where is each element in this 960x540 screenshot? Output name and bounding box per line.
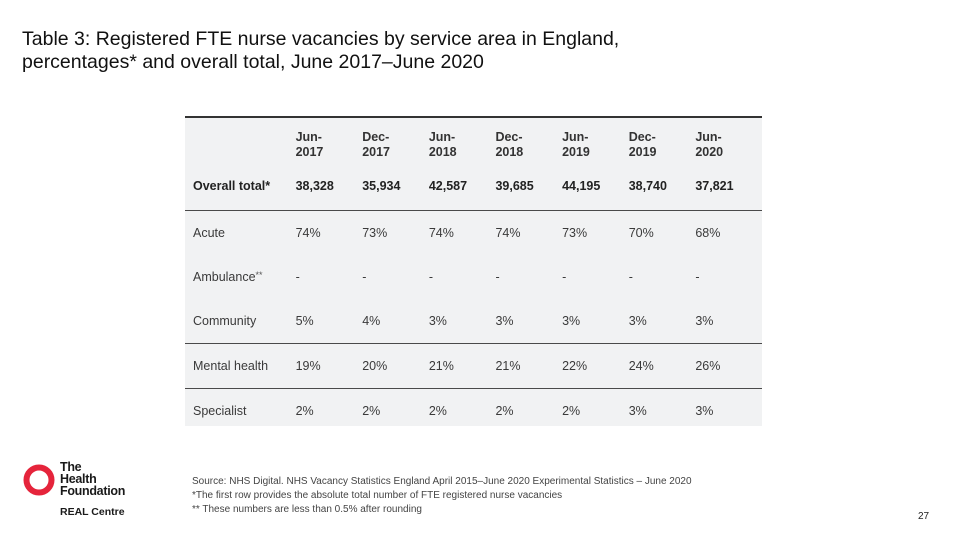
row-label: Acute [185, 210, 296, 255]
table-cell: 42,587 [428, 179, 468, 193]
table-cell: 74% [495, 210, 563, 255]
table-cell: 38,328 [295, 179, 334, 193]
table-cell: 35,934 [362, 179, 401, 193]
page-number: 27 [918, 511, 930, 522]
logo-wordmark: The Health Foundation [60, 460, 126, 498]
header-dec-2017: Dec- 2017 [362, 130, 390, 159]
table-cell: 3% [428, 314, 447, 328]
title-line-2: percentages* and overall total, June 201… [22, 51, 484, 73]
table-row-community: Community 5% 4% 3% 3% 3% 3% 3% [185, 299, 762, 344]
row-label: Community [193, 314, 257, 328]
table-cell: - [562, 270, 567, 284]
table-cell: - [495, 270, 500, 284]
table-row-overall-total: Overall total* 38,328 35,934 42,587 39,6… [185, 175, 762, 211]
table-cell: 21% [495, 343, 563, 389]
footnote-marker: ** [255, 270, 263, 280]
header-jun-2019: Jun- 2019 [562, 130, 590, 159]
table-cell: 73% [562, 210, 629, 255]
table-cell: 3% [495, 314, 514, 328]
table-cell: 2% [428, 388, 496, 433]
table-cell: 2% [362, 388, 429, 433]
table-cell: 20% [362, 343, 429, 389]
row-label: Mental health [185, 343, 296, 389]
table-row-mental-health: Mental health 19% 20% 21% 21% 22% 24% 26… [185, 343, 762, 389]
source-line: Source: NHS Digital. NHS Vacancy Statist… [192, 476, 692, 487]
table-cell: 24% [628, 343, 696, 389]
header-dec-2019: Dec- 2019 [628, 130, 657, 159]
table-row-specialist: Specialist 2% 2% 2% 2% 2% 3% 3% [185, 388, 762, 433]
table-cell: 37,821 [695, 179, 734, 193]
row-label: Specialist [185, 388, 296, 433]
table-cell: 3% [628, 314, 647, 328]
table-cell: 39,685 [495, 179, 534, 193]
table-cell: 70% [628, 210, 696, 255]
table-cell: 74% [295, 210, 363, 255]
page-title: Table 3: Registered FTE nurse vacancies … [22, 28, 922, 74]
vacancy-table: Jun- 2017 Dec- 2017 Jun- 2018 Dec- 2018 Jun-… [185, 116, 762, 433]
header-row: Jun- 2017 Dec- 2017 Jun- 2018 Dec- 2018 Jun-… [185, 118, 762, 175]
header-corner [185, 118, 296, 175]
logo-ring-icon [23, 464, 55, 496]
row-label: Overall total* [193, 179, 271, 193]
footnote-2: ** These numbers are less than 0.5% afte… [192, 504, 422, 515]
table-cell: 3% [562, 314, 581, 328]
table-cell: - [628, 270, 633, 284]
table-cell: 4% [362, 314, 381, 328]
table-cell: - [695, 270, 700, 284]
footnote-1: *The first row provides the absolute tot… [192, 490, 563, 501]
table-cell: 38,740 [628, 179, 667, 193]
table-cell: 73% [362, 210, 429, 255]
table-cell: 3% [695, 314, 714, 328]
table-cell: 74% [428, 210, 496, 255]
logo-subtitle: REAL Centre [60, 506, 125, 518]
table-cell: 26% [695, 343, 762, 389]
row-label: Ambulance** [193, 270, 263, 284]
table-cell: 19% [295, 343, 363, 389]
table-cell: 5% [295, 314, 314, 328]
source-notes: Source: NHS Digital. NHS Vacancy Statist… [192, 475, 892, 517]
table-cell: 3% [695, 388, 762, 433]
table-cell: - [428, 270, 433, 284]
table-cell: 21% [428, 343, 496, 389]
table-cell: 2% [495, 388, 563, 433]
table-row-acute: Acute 74% 73% 74% 74% 73% 70% 68% [185, 210, 762, 255]
table-cell: - [362, 270, 367, 284]
header-jun-2017: Jun- 2017 [295, 130, 324, 159]
table-cell: 2% [295, 388, 363, 433]
table-cell: 68% [695, 210, 762, 255]
health-foundation-logo: The Health Foundation REAL Centre [22, 460, 142, 520]
table-row-ambulance: Ambulance** - - - - - - - [185, 255, 762, 299]
table-cell: 22% [562, 343, 629, 389]
table-cell: 2% [562, 388, 629, 433]
title-line-1: Table 3: Registered FTE nurse vacancies … [22, 28, 620, 50]
header-jun-2018: Jun- 2018 [428, 130, 457, 159]
table-cell: - [295, 270, 300, 284]
header-dec-2018: Dec- 2018 [495, 130, 524, 159]
header-jun-2020: Jun- 2020 [695, 130, 724, 159]
table-cell: 3% [628, 388, 696, 433]
table-cell: 44,195 [562, 179, 601, 193]
